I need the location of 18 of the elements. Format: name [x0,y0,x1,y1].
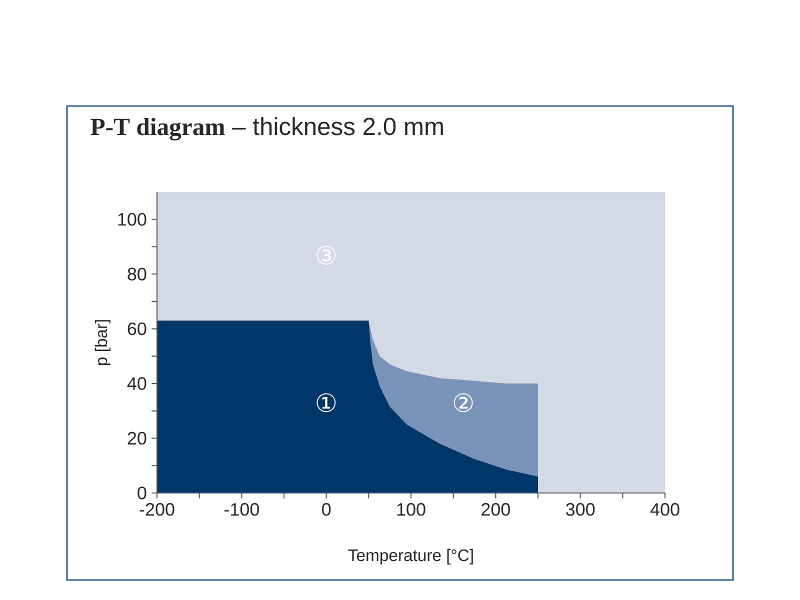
x-tick-label: -200 [140,503,174,516]
y-tick-label: 0 [138,486,146,500]
x-tick-label: 0 [322,503,331,516]
x-tick-label: 300 [566,503,595,516]
chart-title: P-T diagram – thickness 2.0 mm [90,117,443,140]
y-tick-label: 100 [118,212,146,226]
x-tick-label: 100 [397,503,426,516]
y-tick-label: 20 [128,432,146,445]
y-axis-title: p [bar] [94,320,110,366]
y-tick-label: 60 [128,322,146,336]
x-tick-label: 200 [482,503,510,516]
x-tick-label: 400 [650,503,680,516]
annotation: ① [316,393,336,412]
y-tick-label: 40 [127,377,146,390]
x-axis-title: Temperature [°C] [348,548,473,564]
x-tick-label: -100 [224,503,259,516]
annotation: ② [454,393,473,412]
y-tick-label: 80 [128,268,146,280]
